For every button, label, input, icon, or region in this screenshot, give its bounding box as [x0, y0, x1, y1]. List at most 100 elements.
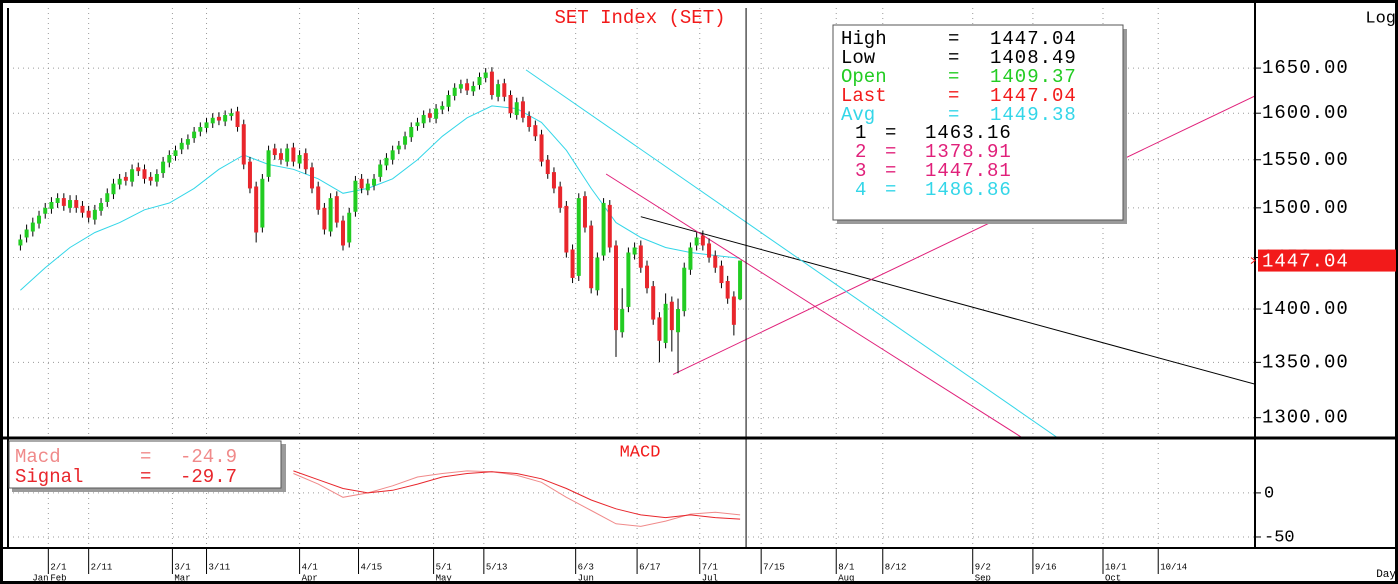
candle-body	[92, 209, 97, 220]
candle-body	[179, 142, 184, 150]
candle-body	[204, 122, 209, 128]
candle-body	[61, 198, 66, 206]
macd-plot	[293, 470, 741, 527]
candle-body	[99, 202, 104, 211]
candle-body	[570, 249, 575, 278]
month-label: Aug	[838, 573, 854, 583]
month-label: Jul	[702, 573, 718, 583]
month-label: Feb	[50, 573, 66, 583]
legend-label: Macd	[15, 446, 61, 468]
candle-body	[80, 205, 85, 213]
candle-body	[161, 161, 166, 174]
x-tick-label: 10/14	[1160, 562, 1187, 572]
last-price-label: 1447.04	[1262, 251, 1349, 273]
x-tick-label: 2/11	[91, 562, 113, 572]
x-tick-label: 3/1	[174, 562, 190, 572]
trend-line	[672, 95, 1255, 375]
month-label: May	[436, 573, 453, 583]
trend-value: 1378.91	[925, 141, 1012, 163]
candle-body	[378, 164, 383, 177]
candle-body	[638, 245, 643, 268]
candle-body	[613, 245, 618, 331]
trend-separator: =	[885, 122, 896, 144]
scale-label: Log	[1365, 9, 1396, 28]
candle-body	[514, 102, 519, 116]
candle-body	[533, 125, 538, 137]
trend-separator: =	[885, 160, 896, 182]
info-value: 1409.37	[990, 66, 1077, 88]
candle-body	[341, 220, 346, 246]
y-tick-label: 1300.00	[1262, 407, 1349, 429]
candle-body	[241, 124, 246, 165]
candle-body	[719, 265, 724, 284]
candle-body	[427, 113, 432, 118]
candle-body	[738, 260, 743, 300]
candle-body	[210, 117, 215, 124]
candle-body	[117, 178, 122, 185]
candle-body	[440, 105, 445, 110]
candle-body	[564, 205, 569, 253]
trend-name: 3	[855, 160, 866, 182]
candle-body	[365, 183, 370, 191]
info-value: 1447.04	[990, 28, 1077, 50]
trend-separator: =	[885, 179, 896, 201]
candle-body	[502, 83, 507, 97]
y-tick-label: 1500.00	[1262, 197, 1349, 219]
candle-body	[620, 309, 625, 333]
candle-body	[707, 243, 712, 258]
candle-body	[527, 115, 532, 128]
candle-body	[130, 169, 135, 182]
panel-title: MACD	[620, 443, 661, 462]
candle-body	[694, 237, 699, 246]
candle-body	[254, 186, 259, 233]
candle-body	[278, 153, 283, 160]
overlay: SET Index (SET) Log 1300.00 1350.00 1400.00 1…	[8, 7, 1396, 583]
candle-body	[49, 201, 54, 209]
candle-body	[30, 222, 35, 232]
candle-body	[458, 84, 463, 89]
x-tick-label: 9/2	[975, 562, 991, 572]
info-label: High	[841, 28, 887, 50]
candle-body	[713, 255, 718, 268]
month-label: Jan	[32, 573, 48, 583]
grid	[8, 8, 1255, 548]
x-tick-label: 8/12	[885, 562, 907, 572]
candle-body	[111, 183, 116, 195]
candle-body	[452, 87, 457, 96]
candle-body	[632, 247, 637, 255]
trend-name: 2	[855, 141, 866, 163]
info-label: Avg	[841, 104, 875, 126]
candle-body	[185, 139, 190, 145]
x-tick-label: 6/17	[639, 562, 661, 572]
candle-body	[328, 198, 333, 232]
candle-body	[223, 115, 228, 122]
candle-body	[216, 116, 221, 121]
candle-body	[198, 127, 203, 132]
trend-value: 1486.86	[925, 179, 1012, 201]
trend-value: 1447.81	[925, 160, 1012, 182]
candle-body	[415, 122, 420, 127]
candle-body	[43, 207, 48, 214]
candle-body	[731, 296, 736, 325]
moving-average	[20, 105, 741, 291]
trend-separator: =	[885, 141, 896, 163]
candle-body	[173, 150, 178, 156]
candle-body	[651, 286, 656, 320]
info-label: Open	[841, 66, 887, 88]
candle-body	[372, 178, 377, 186]
candle-body	[136, 167, 141, 172]
candle-body	[607, 204, 612, 248]
legend-separator: =	[140, 466, 151, 488]
info-separator: =	[948, 66, 959, 88]
candle-body	[657, 317, 662, 341]
candle-body	[589, 225, 594, 289]
x-tick-label: 7/15	[763, 562, 785, 572]
legend-value: -24.9	[180, 446, 237, 468]
candle-body	[551, 172, 556, 189]
candle-body	[496, 84, 501, 97]
candle-body	[489, 71, 494, 95]
candle-body	[24, 229, 29, 238]
